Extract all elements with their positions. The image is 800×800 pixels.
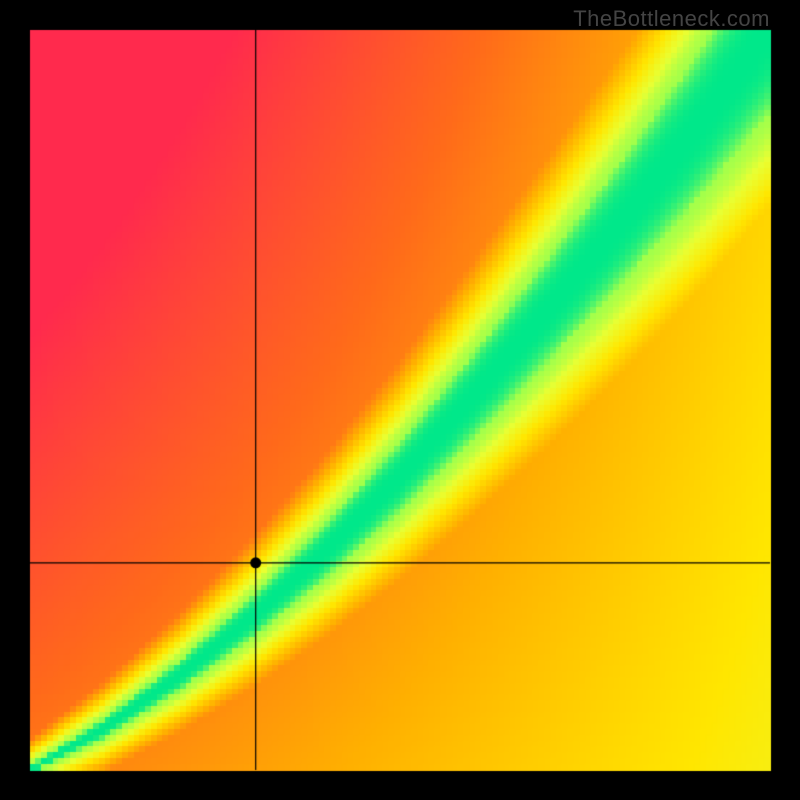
watermark-text: TheBottleneck.com <box>573 6 770 32</box>
bottleneck-heatmap <box>0 0 800 800</box>
chart-container: TheBottleneck.com <box>0 0 800 800</box>
